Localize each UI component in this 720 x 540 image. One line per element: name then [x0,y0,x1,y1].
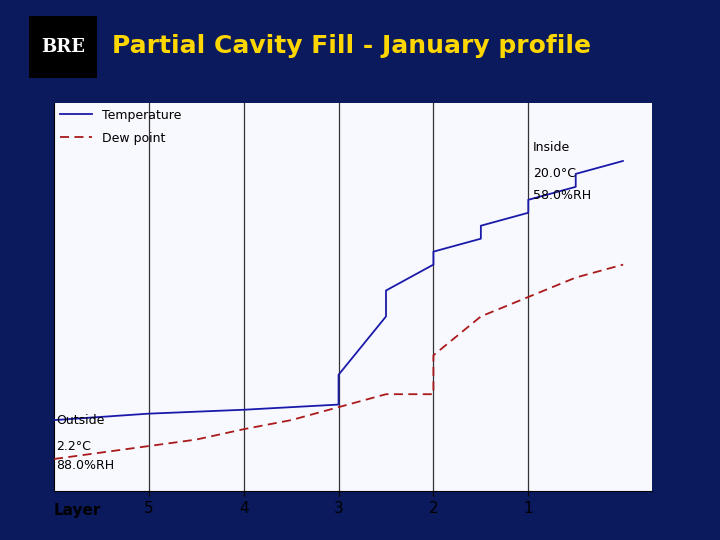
Text: 2.2°C: 2.2°C [56,440,91,453]
Text: BRE: BRE [41,38,85,56]
Text: Partial Cavity Fill - January profile: Partial Cavity Fill - January profile [112,34,590,58]
Text: Inside: Inside [533,141,570,154]
Legend: Temperature, Dew point: Temperature, Dew point [60,109,181,145]
Text: Layer: Layer [54,503,102,518]
Text: 20.0°C: 20.0°C [533,167,576,180]
Text: Outside: Outside [56,414,104,427]
Text: 58.0%RH: 58.0%RH [533,190,591,202]
Text: 88.0%RH: 88.0%RH [56,459,114,472]
